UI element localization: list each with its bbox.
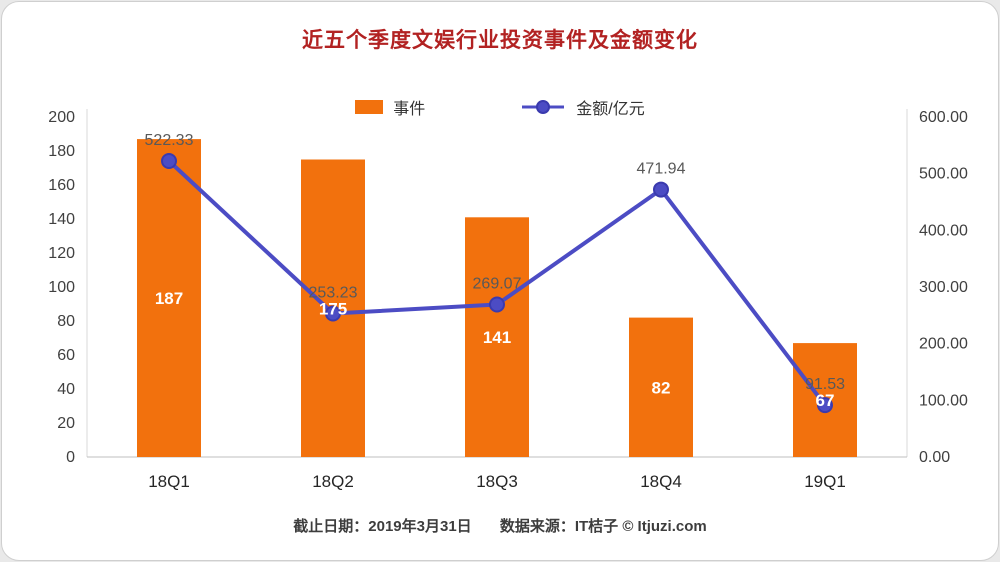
bar-label: 67 xyxy=(816,391,835,410)
x-axis-label-18Q4: 18Q4 xyxy=(640,472,682,491)
right-axis-tick: 500.00 xyxy=(919,166,968,183)
footer-source: 数据来源：IT桔子 © Itjuzi.com xyxy=(499,518,707,535)
bar-label: 141 xyxy=(483,328,511,347)
left-axis-tick: 140 xyxy=(48,211,75,228)
legend-label-amount: 金额/亿元 xyxy=(576,101,645,118)
right-axis-tick: 0.00 xyxy=(919,449,950,466)
bar-swatch-icon xyxy=(355,100,384,114)
amount-label: 91.53 xyxy=(805,376,845,393)
right-axis-tick: 100.00 xyxy=(919,392,968,409)
left-axis-tick: 80 xyxy=(57,313,75,330)
bar-label: 187 xyxy=(155,289,183,308)
right-axis-tick: 200.00 xyxy=(919,336,968,353)
legend: 事件 金额/亿元 xyxy=(2,95,998,119)
left-axis-tick: 200 xyxy=(48,109,75,126)
left-axis-tick: 180 xyxy=(48,143,75,160)
marker-18Q4 xyxy=(653,181,669,198)
amount-label: 522.33 xyxy=(145,132,194,149)
left-axis-tick: 0 xyxy=(66,449,75,466)
right-axis-tick: 600.00 xyxy=(919,109,968,126)
left-axis-tick: 60 xyxy=(57,347,75,364)
left-axis-tick: 40 xyxy=(57,381,75,398)
left-axis-tick: 160 xyxy=(48,177,75,194)
footer: 截止日期：2019年3月31日 数据来源：IT桔子 © Itjuzi.com xyxy=(2,515,998,536)
bar-18Q1 xyxy=(137,139,201,457)
chart-title: 近五个季度文娱行业投资事件及金额变化 xyxy=(302,29,698,52)
line-swatch-marker xyxy=(536,100,551,114)
bar-label: 82 xyxy=(652,378,671,397)
bar-18Q4 xyxy=(629,317,693,457)
x-axis-label-18Q3: 18Q3 xyxy=(476,472,518,491)
amount-label: 471.94 xyxy=(637,161,686,178)
legend-item-events: 事件 xyxy=(355,95,425,119)
right-axis-tick: 300.00 xyxy=(919,279,968,296)
marker-18Q3 xyxy=(489,296,505,313)
legend-label-events: 事件 xyxy=(393,101,426,118)
left-axis-tick: 20 xyxy=(57,415,75,432)
footer-date: 截止日期：2019年3月31日 xyxy=(293,518,472,535)
x-axis-label-18Q1: 18Q1 xyxy=(148,472,190,491)
marker-18Q1 xyxy=(161,153,177,170)
amount-label: 269.07 xyxy=(473,276,522,293)
marker-18Q2 xyxy=(325,305,341,322)
bar-label: 175 xyxy=(319,299,347,318)
legend-item-amount: 金额/亿元 xyxy=(520,95,645,119)
amount-label: 253.23 xyxy=(309,285,358,302)
left-axis-tick: 120 xyxy=(48,245,75,262)
left-axis-tick: 100 xyxy=(48,279,75,296)
marker-19Q1 xyxy=(817,397,833,414)
x-axis-label-18Q2: 18Q2 xyxy=(312,472,354,491)
line-swatch-icon xyxy=(522,100,565,114)
bar-18Q3 xyxy=(465,217,529,457)
right-axis-tick: 400.00 xyxy=(919,222,968,239)
x-axis-label-19Q1: 19Q1 xyxy=(804,472,846,491)
